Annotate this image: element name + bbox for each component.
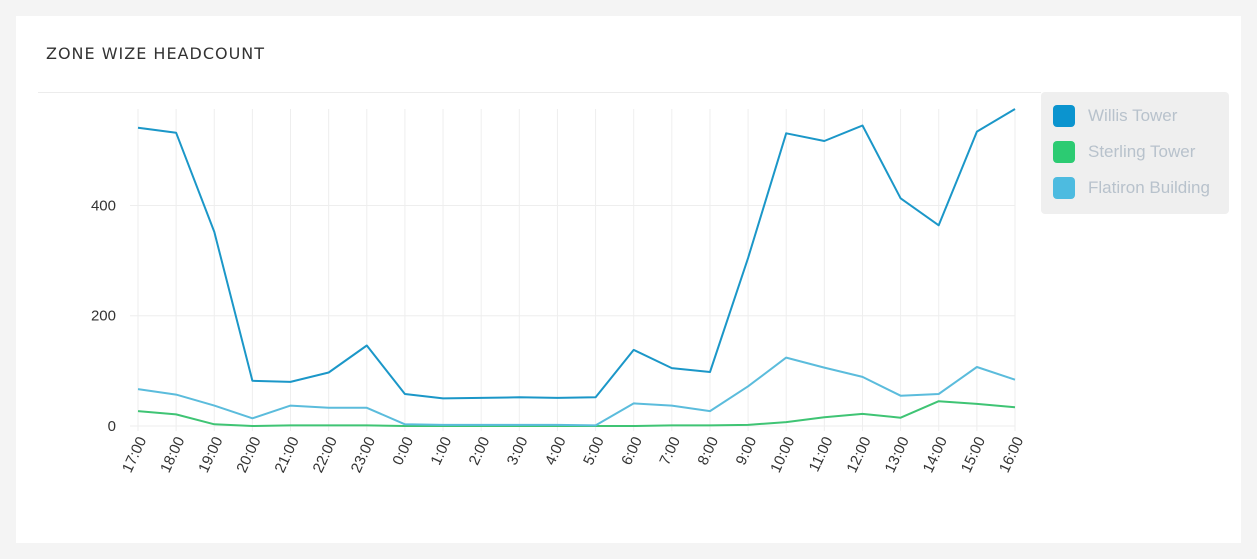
legend-swatch <box>1053 177 1075 199</box>
x-tick-label: 13:00 <box>882 434 913 475</box>
x-tick-label: 9:00 <box>733 434 761 468</box>
chart-grid <box>130 109 1016 431</box>
x-tick-label: 0:00 <box>389 434 417 468</box>
legend-label: Sterling Tower <box>1088 142 1196 161</box>
y-tick-label: 0 <box>108 418 116 435</box>
series-line-willis-tower <box>137 108 1016 400</box>
chart-card: ZONE WIZE HEADCOUNT 0 200 400 17:00 18:00 19… <box>16 16 1241 543</box>
y-axis-ticks: 0 200 400 <box>91 197 116 435</box>
chart-legend: Willis Tower Sterling Tower Flatiron Build… <box>1041 92 1229 214</box>
x-tick-label: 1:00 <box>428 434 456 468</box>
series-lines <box>137 108 1016 427</box>
y-tick-label: 400 <box>91 197 116 214</box>
x-tick-label: 10:00 <box>767 434 798 475</box>
x-tick-label: 7:00 <box>656 434 684 468</box>
x-tick-label: 6:00 <box>618 434 646 468</box>
x-tick-label: 22:00 <box>310 434 341 475</box>
x-tick-label: 19:00 <box>195 434 226 475</box>
legend-swatch <box>1053 105 1075 127</box>
x-tick-label: 15:00 <box>958 434 989 475</box>
x-tick-label: 11:00 <box>806 434 837 474</box>
line-chart: 0 200 400 17:00 18:00 19:00 20:00 21:00 22:00 23… <box>91 108 1027 475</box>
x-tick-label: 16:00 <box>996 434 1027 475</box>
x-tick-label: 3:00 <box>504 434 532 468</box>
chart-title: ZONE WIZE HEADCOUNT <box>46 44 266 63</box>
x-tick-label: 12:00 <box>843 434 874 475</box>
x-tick-label: 14:00 <box>920 434 951 475</box>
legend-item[interactable]: Sterling Tower <box>1053 140 1195 164</box>
y-tick-label: 200 <box>91 308 116 325</box>
x-tick-label: 20:00 <box>233 434 264 475</box>
x-tick-label: 2:00 <box>466 434 494 468</box>
x-tick-label: 21:00 <box>271 434 302 475</box>
x-tick-label: 4:00 <box>542 434 570 468</box>
legend-label: Willis Tower <box>1088 106 1178 125</box>
legend-item[interactable]: Flatiron Building <box>1053 176 1210 200</box>
title-divider <box>38 92 1041 93</box>
x-tick-label: 5:00 <box>580 434 608 468</box>
x-tick-label: 8:00 <box>694 434 722 468</box>
x-axis-ticks: 17:00 18:00 19:00 20:00 21:00 22:00 23:00 0:00 1… <box>119 434 1027 475</box>
x-tick-label: 18:00 <box>157 434 188 475</box>
legend-swatch <box>1053 141 1075 163</box>
x-tick-label: 23:00 <box>348 434 379 475</box>
legend-item[interactable]: Willis Tower <box>1053 104 1177 128</box>
series-line-flatiron-building <box>137 356 1016 427</box>
legend-label: Flatiron Building <box>1088 178 1210 197</box>
x-tick-label: 17:00 <box>119 434 150 475</box>
